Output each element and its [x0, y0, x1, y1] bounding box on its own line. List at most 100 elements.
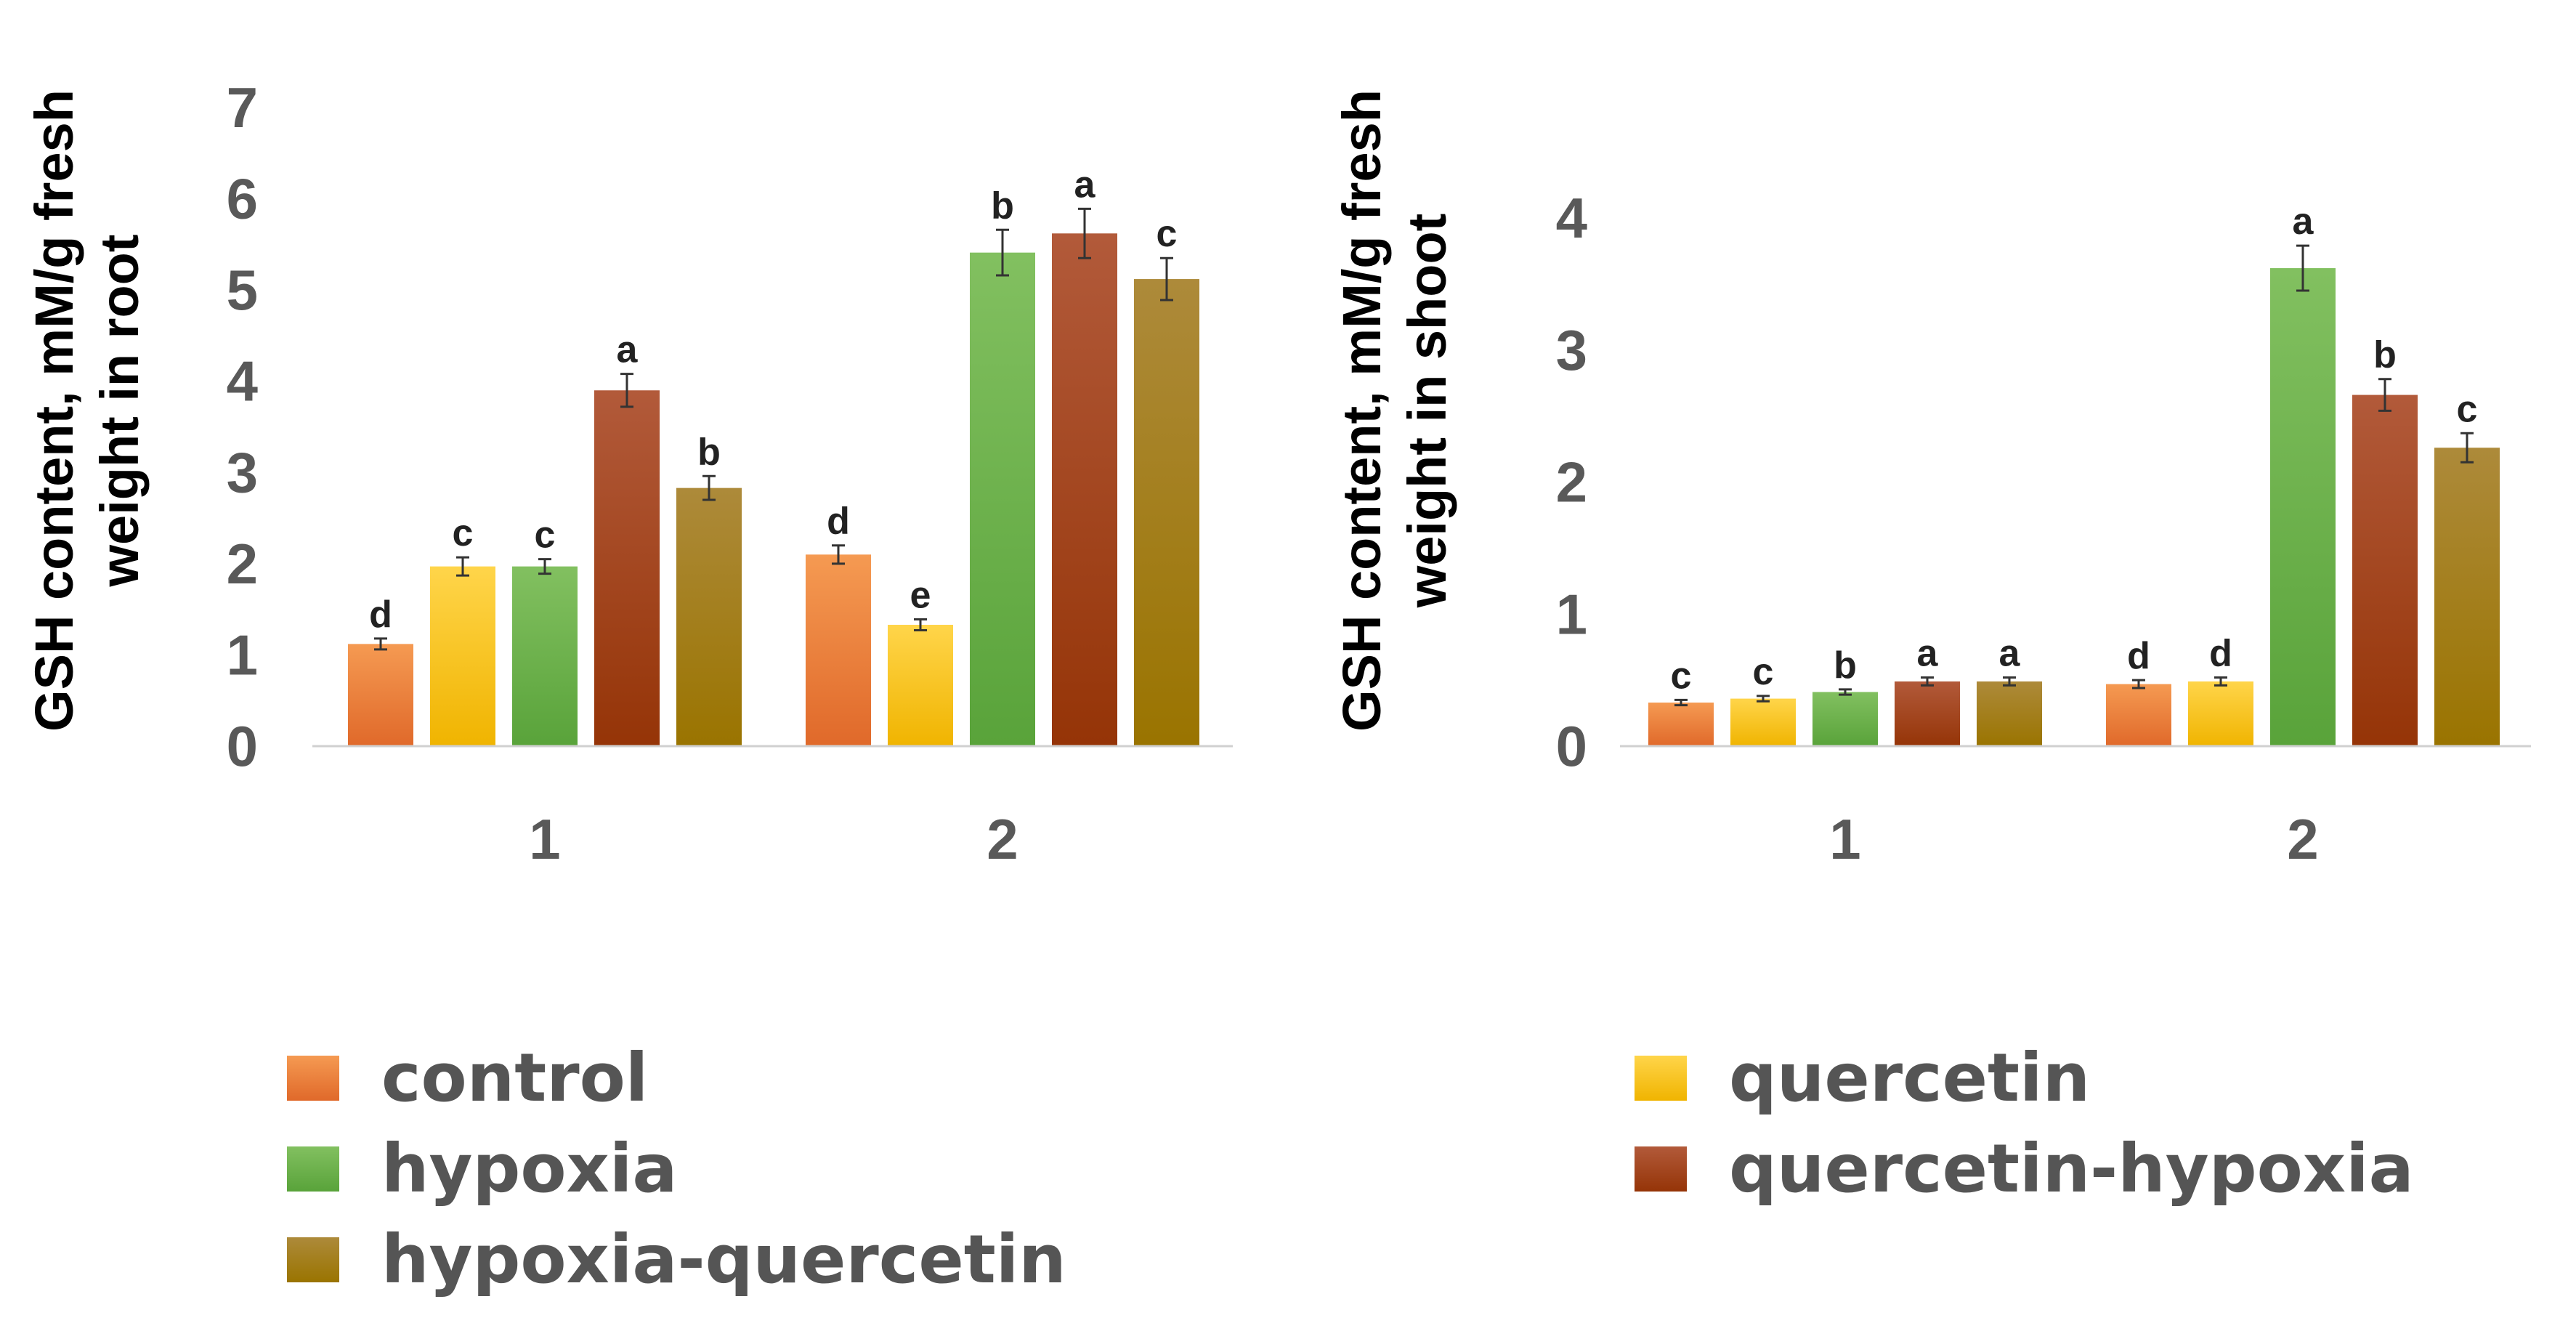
significance-letter: c [1753, 651, 1774, 693]
y-tick-label: 1 [227, 623, 258, 687]
significance-letter: c [1157, 213, 1178, 255]
significance-letter: b [2373, 334, 2397, 376]
error-bar [538, 558, 551, 575]
y-axis-label: GSH content, mM/g freshweight in shoot [1332, 89, 1457, 732]
significance-letter: a [1917, 632, 1939, 674]
y-tick-label: 1 [1556, 582, 1587, 646]
significance-letter: b [697, 431, 721, 473]
legend-swatch [287, 1056, 339, 1101]
bar-quercetin-hypoxia-1 [1895, 681, 1960, 746]
error-bar [702, 474, 716, 501]
significance-letter: e [910, 574, 931, 616]
error-bar [2214, 676, 2227, 687]
legend: control quercetin hypoxia quercetin-hypoxia… [287, 1039, 2414, 1298]
significance-letter: d [827, 501, 850, 543]
legend-swatch [1635, 1146, 1687, 1192]
significance-letter: a [1074, 163, 1096, 206]
legend-label: hypoxia-quercetin [381, 1221, 1066, 1298]
y-tick-label: 2 [1556, 450, 1587, 514]
legend-label: hypoxia [381, 1130, 678, 1207]
significance-letter: a [617, 329, 639, 371]
significance-letter: c [2457, 388, 2478, 430]
y-tick-label: 3 [1556, 318, 1587, 382]
y-tick-label: 2 [227, 532, 258, 596]
bar-control-2 [806, 554, 871, 746]
bar-hypoxia-1 [512, 566, 578, 746]
error-bar [1757, 695, 1770, 703]
error-bar [914, 618, 927, 632]
significance-letter: c [453, 512, 474, 554]
legend-item-hypoxia-quercetin: hypoxia-quercetin [287, 1221, 1066, 1298]
error-bar [832, 544, 845, 565]
error-bar [1674, 698, 1688, 707]
bar-quercetin-1 [430, 566, 495, 746]
legend-swatch [1635, 1056, 1687, 1101]
error-bar [620, 373, 633, 408]
y-tick-label: 4 [1556, 186, 1587, 250]
error-bar [2003, 676, 2016, 687]
x-tick-label: 1 [529, 807, 560, 871]
bar-quercetin-2 [2188, 681, 2253, 746]
chart-panel-root: 0 1 2 3 4 5 6 7 GSH content, mM/g freshweight in… [24, 76, 1233, 871]
bar-hypoxia-quercetin-2 [1134, 279, 1199, 746]
error-bar [2296, 244, 2309, 292]
x-tick-label: 2 [987, 807, 1018, 871]
bar-control-1 [1648, 703, 1714, 746]
bar-control-2 [2106, 684, 2171, 746]
legend-label: quercetin [1729, 1039, 2090, 1117]
bar-control-1 [348, 644, 413, 746]
significance-letter: a [2293, 201, 2314, 243]
significance-letter: d [2127, 635, 2150, 677]
y-axis-label-line: weight in root [89, 234, 150, 587]
error-bar [2460, 432, 2474, 464]
bar-quercetin-1 [1730, 698, 1796, 746]
y-tick-label: 4 [227, 349, 258, 413]
error-bar [1160, 256, 1173, 302]
significance-letter: d [2209, 632, 2232, 674]
significance-letter: d [369, 594, 392, 636]
bar-quercetin-hypoxia-2 [2352, 395, 2418, 746]
legend-label: control [381, 1039, 648, 1117]
significance-letter: b [991, 185, 1014, 227]
y-axis-label-line: weight in shoot [1397, 214, 1457, 609]
bar-hypoxia-2 [2270, 268, 2336, 746]
legend-swatch [287, 1237, 339, 1282]
y-axis-label-line: GSH content, mM/g fresh [1332, 89, 1392, 732]
y-tick-label: 6 [227, 167, 258, 231]
legend-item-control: control [287, 1039, 648, 1117]
y-axis-label-line: GSH content, mM/g fresh [24, 89, 84, 732]
legend-item-hypoxia: hypoxia [287, 1130, 678, 1207]
error-bar [1078, 207, 1091, 259]
bar-quercetin-hypoxia-1 [594, 390, 660, 746]
legend-item-quercetin-hypoxia: quercetin-hypoxia [1635, 1130, 2414, 1207]
error-bar [2132, 679, 2145, 689]
error-bar [2378, 378, 2391, 412]
chart-panel-shoot: 0 1 2 3 4 GSH content, mM/g freshweight in sh… [1332, 89, 2531, 871]
significance-letter: a [1999, 632, 2021, 674]
bar-hypoxia-quercetin-1 [676, 488, 742, 746]
y-tick-label: 3 [227, 440, 258, 504]
x-tick-label: 2 [2287, 807, 2318, 871]
significance-letter: c [1671, 655, 1692, 697]
x-tick-label: 1 [1829, 807, 1860, 871]
error-bar [996, 228, 1009, 277]
bar-hypoxia-2 [970, 252, 1035, 746]
bar-quercetin-2 [888, 624, 953, 746]
bar-hypoxia-quercetin-1 [1977, 681, 2042, 746]
y-tick-label: 7 [227, 76, 258, 139]
bar-hypoxia-quercetin-2 [2434, 448, 2500, 746]
legend-label: quercetin-hypoxia [1729, 1130, 2414, 1207]
bar-quercetin-hypoxia-2 [1052, 233, 1117, 746]
bar-hypoxia-1 [1812, 692, 1878, 746]
legend-swatch [287, 1146, 339, 1192]
significance-letter: b [1834, 644, 1857, 687]
error-bar [374, 637, 387, 651]
error-bar [456, 556, 469, 577]
legend-item-quercetin: quercetin [1635, 1039, 2090, 1117]
y-axis-label: GSH content, mM/g freshweight in root [24, 89, 150, 732]
error-bar [1839, 688, 1852, 696]
y-tick-label: 0 [227, 714, 258, 778]
significance-letter: c [535, 514, 556, 557]
